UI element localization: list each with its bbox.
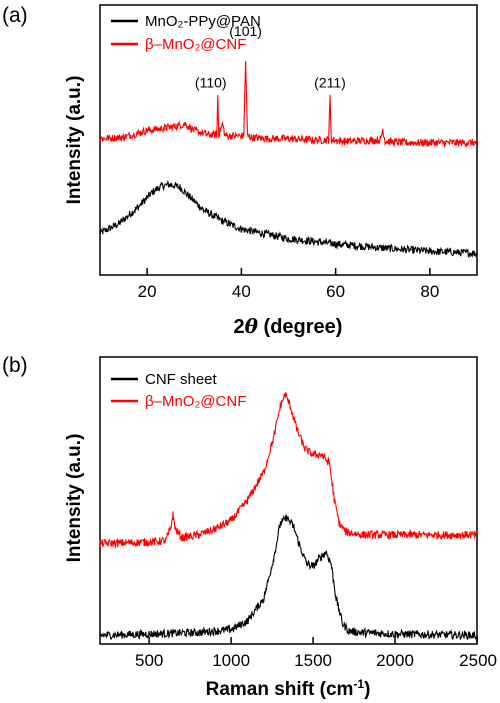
legend-label-1: β–MnO₂@CNF bbox=[145, 36, 246, 53]
x-axis-label-sup: -1 bbox=[353, 677, 364, 691]
legend-label-0: CNF sheet bbox=[145, 371, 218, 388]
peak-annotation: (211) bbox=[314, 74, 346, 90]
y-axis-label: Intensity (a.u.) bbox=[64, 434, 85, 563]
legend-label-1: β–MnO₂@CNF bbox=[145, 393, 246, 410]
x-axis-label-prefix: Raman shift (cm bbox=[206, 679, 354, 700]
x-axis-label: Raman shift (cm-1) bbox=[206, 677, 371, 700]
plot-frame bbox=[99, 356, 478, 645]
x-axis-label: 2θ (degree) bbox=[234, 314, 343, 338]
panel-label: (b) bbox=[2, 354, 28, 377]
peak-annotation: (110) bbox=[195, 74, 227, 90]
panel-label: (a) bbox=[2, 4, 28, 27]
series-group bbox=[99, 391, 478, 641]
legend: CNF sheet β–MnO₂@CNF bbox=[111, 371, 246, 410]
x-axis-label-unit: (degree) bbox=[258, 316, 342, 338]
x-tick-label: 1000 bbox=[212, 651, 250, 670]
legend-label-0: MnO₂-PPy@PAN bbox=[145, 13, 261, 30]
x-axis-label-symbol: θ bbox=[245, 314, 259, 338]
x-tick-label: 60 bbox=[326, 282, 345, 301]
x-axis-label-prefix: 2 bbox=[234, 316, 245, 338]
series-group bbox=[99, 61, 478, 258]
peak-annotation: (101) bbox=[229, 23, 262, 39]
x-tick-label: 80 bbox=[420, 282, 439, 301]
x-tick-label: 40 bbox=[232, 282, 251, 301]
x-tick-label: 1500 bbox=[294, 651, 332, 670]
peak-annotations: (110) (101) (211) bbox=[195, 23, 346, 90]
x-ticks: 500 1000 1500 2000 2500 bbox=[135, 637, 497, 670]
legend: MnO₂-PPy@PAN β–MnO₂@CNF bbox=[111, 13, 261, 53]
x-tick-label: 500 bbox=[135, 651, 163, 670]
y-axis-label: Intensity (a.u.) bbox=[64, 76, 85, 205]
panel-a: (a) 20 40 60 80 (110) (101) (211) Intensity (… bbox=[2, 4, 478, 338]
series-line-1 bbox=[99, 61, 478, 149]
x-tick-label: 2500 bbox=[459, 651, 497, 670]
series-line-0 bbox=[99, 179, 478, 258]
x-tick-label: 20 bbox=[138, 282, 157, 301]
series-line-0 bbox=[99, 514, 478, 641]
panel-b: (b) 500 1000 1500 2000 2500 Intensity (a.u.)… bbox=[2, 354, 497, 700]
series-line-1 bbox=[99, 391, 478, 549]
x-tick-label: 2000 bbox=[376, 651, 414, 670]
x-axis-label-suffix: ) bbox=[364, 679, 370, 700]
x-ticks: 20 40 60 80 bbox=[138, 268, 439, 301]
